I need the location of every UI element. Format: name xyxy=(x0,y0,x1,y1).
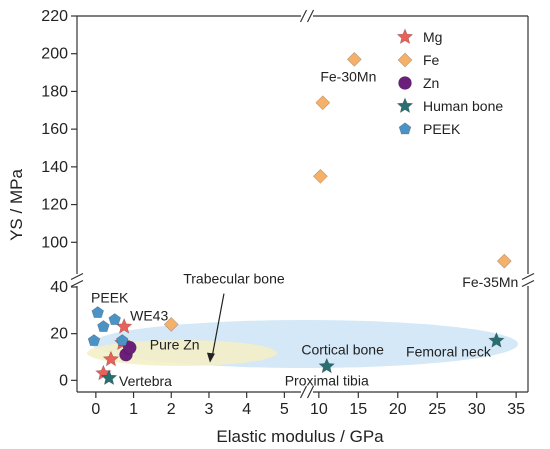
x-tick-label: 15 xyxy=(349,401,367,418)
legend-item-fe: Fe xyxy=(397,52,440,68)
x-tick-label: 30 xyxy=(468,401,486,418)
peek-point xyxy=(87,334,101,346)
y-tick-label: 20 xyxy=(50,326,68,343)
y-break-left xyxy=(70,272,84,288)
fe-point xyxy=(163,316,179,332)
x-tick-label: 4 xyxy=(242,401,251,418)
x-tick-label: 2 xyxy=(167,401,176,418)
marks-layer xyxy=(87,51,512,386)
y-tick-label: 40 xyxy=(50,279,68,296)
human-bone-point xyxy=(318,357,336,374)
x-tick-label: 10 xyxy=(310,401,328,418)
peek-point xyxy=(91,306,104,318)
y-tick-label: 160 xyxy=(41,121,68,138)
peek-point xyxy=(108,313,121,325)
legend-item-human-bone: Human bone xyxy=(396,97,503,114)
legend-label: Human bone xyxy=(423,98,503,114)
annotation-fe-30mn: Fe-30Mn xyxy=(320,68,376,84)
y-tick-label: 140 xyxy=(41,159,68,176)
legend-marker xyxy=(398,122,412,135)
annotation-femoral-neck: Femoral neck xyxy=(406,344,492,360)
legend-label: Zn xyxy=(423,75,439,91)
legend-item-zn: Zn xyxy=(398,75,439,91)
zn-point xyxy=(122,340,137,355)
x-break-bottom xyxy=(299,385,315,399)
x-break-top xyxy=(299,9,315,23)
legend-marker xyxy=(398,76,412,90)
legend-label: Mg xyxy=(423,29,442,45)
annotation-trabecular-bone: Trabecular bone xyxy=(183,271,285,287)
legend-item-mg: Mg xyxy=(396,28,442,45)
y-tick-label: 100 xyxy=(41,234,68,251)
human-bone-point xyxy=(100,369,118,386)
y-tick-label: 200 xyxy=(41,46,68,63)
annotation-cortical-bone: Cortical bone xyxy=(301,341,384,357)
axes-layer: 0 1 2 3 4 5 10 15 20 25 30 35 0 20 40 100 120 140 160 180 20… xyxy=(41,8,535,418)
legend-marker xyxy=(397,52,413,68)
legend: Mg Fe Zn Human bone PEEK xyxy=(396,28,503,137)
annotation-fe-35mn: Fe-35Mn xyxy=(462,274,518,290)
legend-marker xyxy=(396,97,414,114)
fe-point xyxy=(312,168,328,184)
y-axis-title: YS / MPa xyxy=(7,169,26,241)
y-tick-label: 120 xyxy=(41,197,68,214)
annotation-vertebra: Vertebra xyxy=(119,373,172,389)
x-tick-label: 3 xyxy=(205,401,214,418)
x-tick-label: 1 xyxy=(129,401,138,418)
fe-point xyxy=(496,253,512,269)
y-tick-label: 0 xyxy=(59,372,68,389)
mg-point xyxy=(102,350,120,367)
y-break-right xyxy=(521,272,535,288)
legend-label: PEEK xyxy=(423,121,461,137)
x-tick-label: 0 xyxy=(91,401,100,418)
annotation-proximal-tibia: Proximal tibia xyxy=(285,372,369,388)
legend-label: Fe xyxy=(423,52,440,68)
x-tick-label: 35 xyxy=(507,401,525,418)
x-tick-label: 5 xyxy=(280,401,289,418)
fe-point xyxy=(346,51,362,67)
legend-marker xyxy=(396,28,414,45)
y-tick-label: 220 xyxy=(41,8,68,25)
x-axis-title: Elastic modulus / GPa xyxy=(216,427,384,446)
annotation-we43: WE43 xyxy=(130,308,168,324)
y-tick-label: 180 xyxy=(41,83,68,100)
fe-point xyxy=(315,95,331,111)
human-bone-point xyxy=(488,331,505,348)
peek-point xyxy=(97,320,110,332)
trabecular-bone-arrow xyxy=(206,293,225,363)
peek-point xyxy=(115,334,129,346)
x-tick-label: 20 xyxy=(389,401,407,418)
x-tick-label: 25 xyxy=(428,401,446,418)
legend-item-peek: PEEK xyxy=(398,121,461,137)
annotation-peek: PEEK xyxy=(91,290,129,306)
annotation-pure-zn: Pure Zn xyxy=(150,337,200,353)
